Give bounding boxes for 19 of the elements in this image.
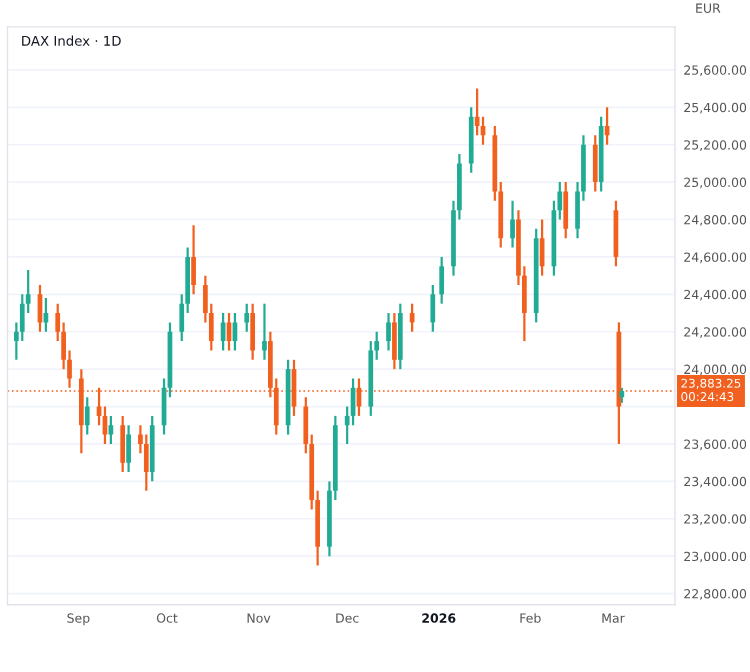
candlestick (149, 414, 155, 483)
candlestick (592, 134, 598, 193)
candlestick (510, 199, 515, 249)
candlestick (191, 224, 196, 296)
candlestick (392, 311, 397, 371)
candlestick (439, 255, 445, 305)
candlestick (262, 302, 267, 361)
candlestick (430, 283, 436, 333)
candlestick (143, 433, 149, 492)
candlestick (468, 106, 474, 174)
candlestick (108, 414, 114, 446)
candlestick (126, 424, 131, 474)
candlestick (397, 302, 403, 371)
candlestick (386, 311, 391, 352)
candlestick (244, 302, 250, 333)
candlestick (120, 414, 126, 474)
candlestick (250, 302, 256, 361)
candlestick (563, 181, 569, 240)
candlestick (84, 396, 90, 436)
